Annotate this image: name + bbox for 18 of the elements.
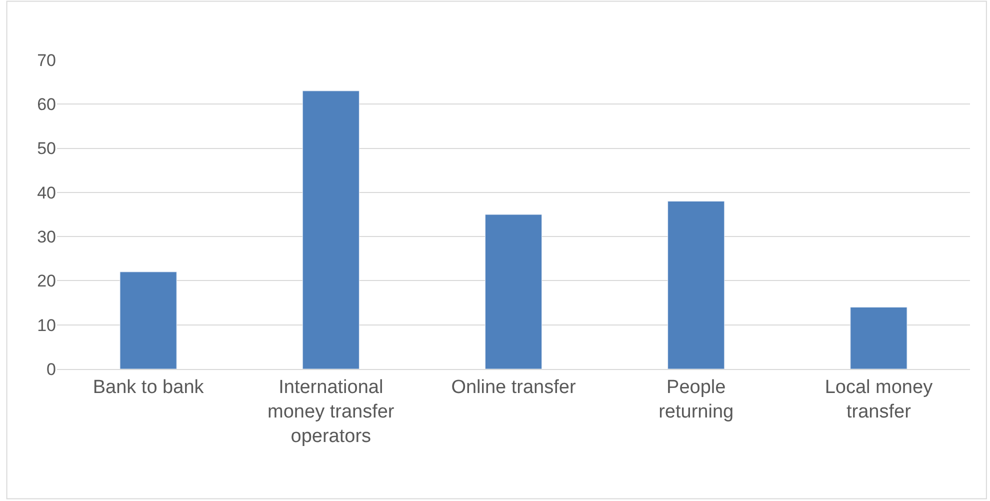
bar [120, 272, 177, 369]
y-tick-label: 60 [37, 95, 56, 114]
x-tick-label: People returning [658, 376, 734, 422]
y-tick-label: 10 [37, 316, 56, 335]
bar [302, 90, 360, 369]
y-tick-label: 70 [37, 50, 56, 70]
x-tick-label: Bank to bank [92, 376, 204, 398]
bar [668, 201, 725, 369]
bar [484, 214, 542, 369]
bar [850, 306, 908, 369]
y-tick-label: 20 [37, 272, 56, 291]
x-tick-label: International money transfer operators [268, 376, 395, 448]
y-tick-label: 30 [37, 228, 56, 247]
y-tick-label: 50 [37, 139, 56, 158]
y-tick-label: 0 [46, 360, 56, 379]
x-tick-label: Local money transfer [824, 376, 934, 422]
y-tick-label: 40 [37, 183, 56, 202]
x-tick-label: Online transfer [451, 376, 576, 398]
